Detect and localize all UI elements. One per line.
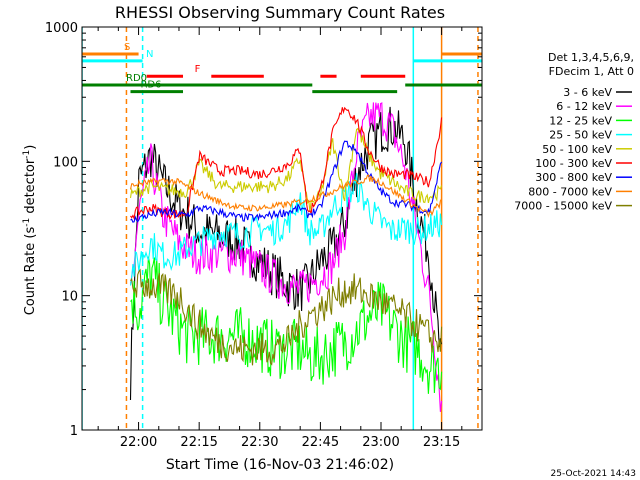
series-line-4 (129, 127, 443, 213)
y-tick-label: 100 (53, 155, 78, 170)
flag-label-n: N (146, 49, 153, 60)
flag-label-s: S (124, 42, 130, 53)
legend-label: 3 - 6 keV (563, 86, 612, 99)
legend-label: 50 - 100 keV (542, 143, 612, 156)
legend-header-line: Det 1,3,4,5,6,9, (548, 51, 634, 64)
x-tick-label: 23:15 (423, 435, 460, 450)
legend-label: 12 - 25 keV (549, 114, 612, 127)
legend-label: 6 - 12 keV (556, 100, 612, 113)
y-tick-label: 1000 (45, 21, 78, 36)
legend-header-line: FDecim 1, Att 0 (549, 65, 634, 78)
x-tick-label: 22:15 (180, 435, 217, 450)
legend-label: 100 - 300 keV (535, 157, 612, 170)
series-line-2 (130, 256, 443, 394)
flag-label-rd0: RD0 (126, 73, 147, 84)
legend: Det 1,3,4,5,6,9,FDecim 1, Att 0 3 - 6 keV… (514, 51, 634, 213)
y-tick-label: 10 (61, 290, 78, 305)
series-line-7 (129, 174, 443, 218)
axes: 1 10 100 1000 22:00 22:15 22:30 22:45 23:00 23:15 (45, 21, 483, 450)
legend-label: 7000 - 15000 keV (514, 200, 612, 213)
plot-frame (81, 26, 483, 431)
y-tick-label: 1 (70, 424, 78, 439)
series-line-1 (129, 102, 443, 412)
legend-label: 25 - 50 keV (549, 129, 612, 142)
legend-label: 800 - 7000 keV (528, 185, 612, 198)
x-tick-label: 22:30 (241, 435, 278, 450)
flag-label-f: F (195, 64, 201, 75)
legend-label: 300 - 800 keV (535, 171, 612, 184)
x-tick-label: 23:00 (362, 435, 399, 450)
timestamp: 25-Oct-2021 14:43 (551, 469, 636, 479)
series-line-8 (130, 268, 443, 366)
x-axis-label: Start Time (16-Nov-03 21:46:02) (166, 457, 394, 473)
y-axis-label: Count Rate (s-1 detector-1) (22, 145, 38, 316)
series-line-3 (129, 173, 443, 286)
x-tick-label: 22:00 (120, 435, 157, 450)
x-tick-label: 22:45 (302, 435, 339, 450)
flag-label-rd6: RD6 (140, 80, 161, 91)
series-line-6 (130, 140, 443, 223)
chart-title: RHESSI Observing Summary Count Rates (115, 3, 445, 22)
